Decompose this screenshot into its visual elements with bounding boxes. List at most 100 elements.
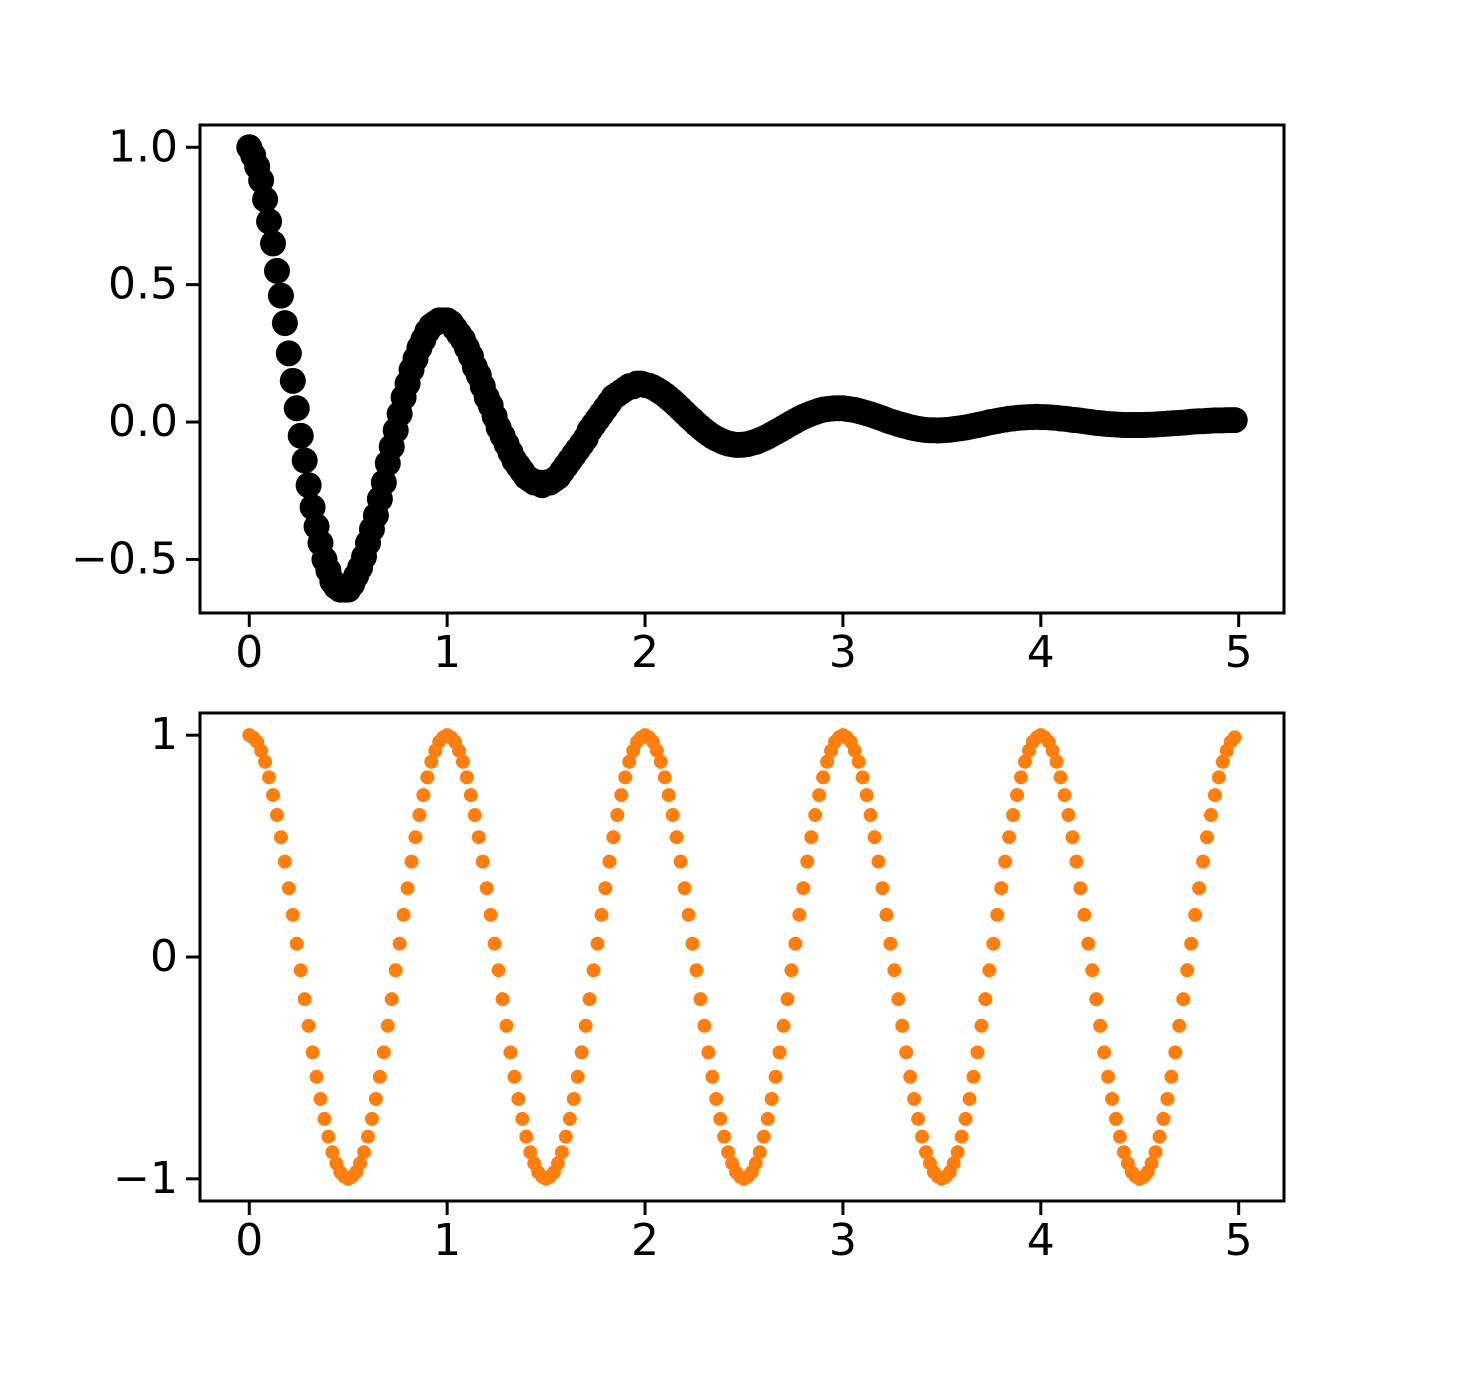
marker [495,992,510,1007]
marker [665,808,680,823]
marker [653,754,668,769]
marker [713,1111,728,1126]
marker [891,992,906,1007]
marker [701,1045,716,1060]
marker [669,830,684,845]
marker [1211,770,1226,785]
marker [812,788,827,803]
marker [491,963,506,978]
marker [915,1129,930,1144]
marker [709,1091,724,1106]
marker [424,754,439,769]
marker [946,1156,961,1171]
marker [1200,830,1215,845]
marker [317,1111,332,1126]
marker [400,881,415,896]
marker [487,936,502,951]
marker [907,1091,922,1106]
marker [863,808,878,823]
marker [256,208,283,235]
marker [376,1045,391,1060]
marker [954,1129,969,1144]
marker [357,1145,372,1160]
marker [1188,907,1203,922]
x-tick-label: 2 [631,627,659,678]
marker [594,907,609,922]
marker [361,1129,376,1144]
marker [1203,808,1218,823]
marker [523,1145,538,1160]
marker [1085,963,1100,978]
x-tick-label: 5 [1225,1215,1253,1266]
marker [1057,788,1072,803]
marker [1108,1111,1123,1126]
marker [420,770,435,785]
marker [467,808,482,823]
marker [1101,1069,1116,1084]
marker [1227,730,1242,745]
marker [258,754,273,769]
marker [507,1069,522,1084]
marker [998,854,1013,869]
marker [463,788,478,803]
marker [566,1091,581,1106]
marker [883,936,898,951]
marker [1010,788,1025,803]
marker [1215,754,1230,769]
marker [277,854,292,869]
marker [768,1069,783,1084]
marker [657,770,672,785]
marker [681,907,696,922]
marker [1105,1091,1120,1106]
y-tick-label: −1 [113,1153,178,1204]
x-tick-label: 1 [433,1215,461,1266]
marker [499,1018,514,1033]
marker [919,1145,934,1160]
x-tick-label: 2 [631,1215,659,1266]
marker [271,310,298,337]
marker [309,1069,324,1084]
marker [313,1091,328,1106]
marker [287,422,314,449]
marker [260,230,287,257]
marker [1116,1145,1131,1160]
marker [879,907,894,922]
marker [554,1145,569,1160]
marker [899,1045,914,1060]
marker [748,1156,763,1171]
marker [784,963,799,978]
marker [252,186,279,213]
marker [895,1018,910,1033]
marker [693,992,708,1007]
marker [796,881,811,896]
marker [273,830,288,845]
axes-frame [198,711,1286,1203]
marker [353,1156,368,1171]
x-tick-label: 4 [1027,1215,1055,1266]
marker [1061,808,1076,823]
marker [1081,936,1096,951]
marker [1093,1018,1108,1033]
marker [1180,963,1195,978]
marker [1164,1069,1179,1084]
marker [982,963,997,978]
marker [1168,1045,1183,1060]
marker [677,881,692,896]
marker [606,830,621,845]
y-tick-label: 0 [150,931,178,982]
marker [966,1069,981,1084]
marker [570,1069,585,1084]
marker [1156,1111,1171,1126]
marker [325,1145,340,1160]
marker [994,881,1009,896]
marker [986,936,1001,951]
marker [459,770,474,785]
marker [408,830,423,845]
marker [618,770,633,785]
marker [254,743,269,758]
subplot: 0 1 2 3 4 5 −1 0 1 [113,709,1286,1266]
marker [855,770,870,785]
marker [452,743,467,758]
marker [752,1145,767,1160]
